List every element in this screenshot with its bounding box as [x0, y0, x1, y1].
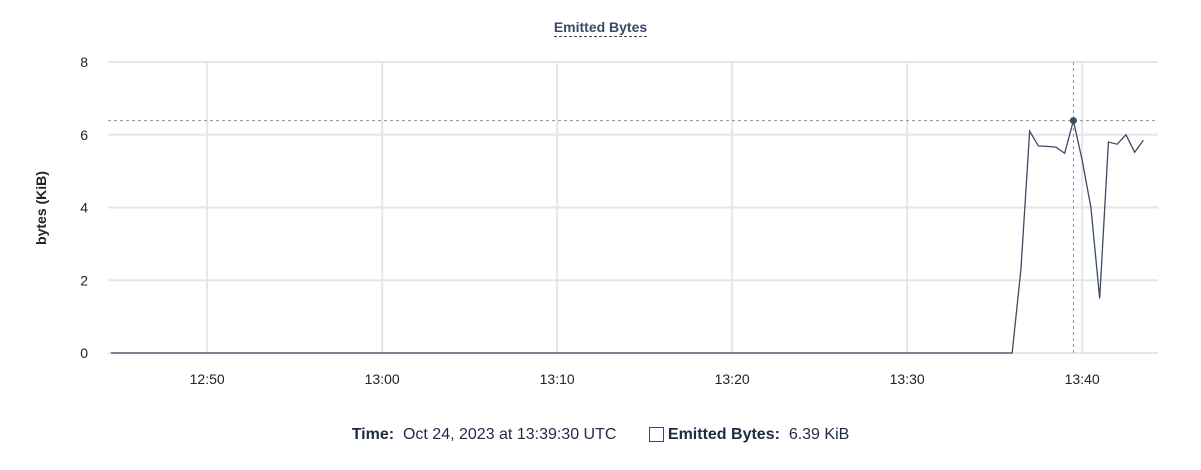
- y-tick-label: 6: [80, 127, 88, 143]
- y-tick-label: 4: [80, 200, 88, 216]
- tooltip-legend: Time: Oct 24, 2023 at 13:39:30 UTC Emitt…: [0, 426, 1201, 444]
- y-tick-label: 0: [80, 345, 88, 361]
- time-label: Time:: [351, 426, 395, 443]
- y-tick-label: 2: [80, 272, 88, 288]
- series-line: [110, 120, 1144, 354]
- x-tick-label: 13:30: [890, 371, 925, 387]
- x-tick-label: 13:20: [715, 371, 750, 387]
- x-tick-label: 13:40: [1065, 371, 1100, 387]
- series-value: 6.39 KiB: [788, 426, 850, 443]
- time-value: Oct 24, 2023 at 13:39:30 UTC: [402, 426, 617, 443]
- x-tick-label: 13:10: [540, 371, 575, 387]
- y-tick-label: 8: [80, 54, 88, 70]
- chart-title[interactable]: Emitted Bytes: [553, 19, 648, 37]
- series-checkbox[interactable]: [648, 427, 664, 442]
- x-tick-label: 13:00: [365, 371, 400, 387]
- series-label: Emitted Bytes:: [667, 426, 780, 443]
- y-axis-label: bytes (KiB): [33, 171, 49, 245]
- highlight-point: [1069, 117, 1077, 125]
- x-tick-label: 12:50: [190, 371, 225, 387]
